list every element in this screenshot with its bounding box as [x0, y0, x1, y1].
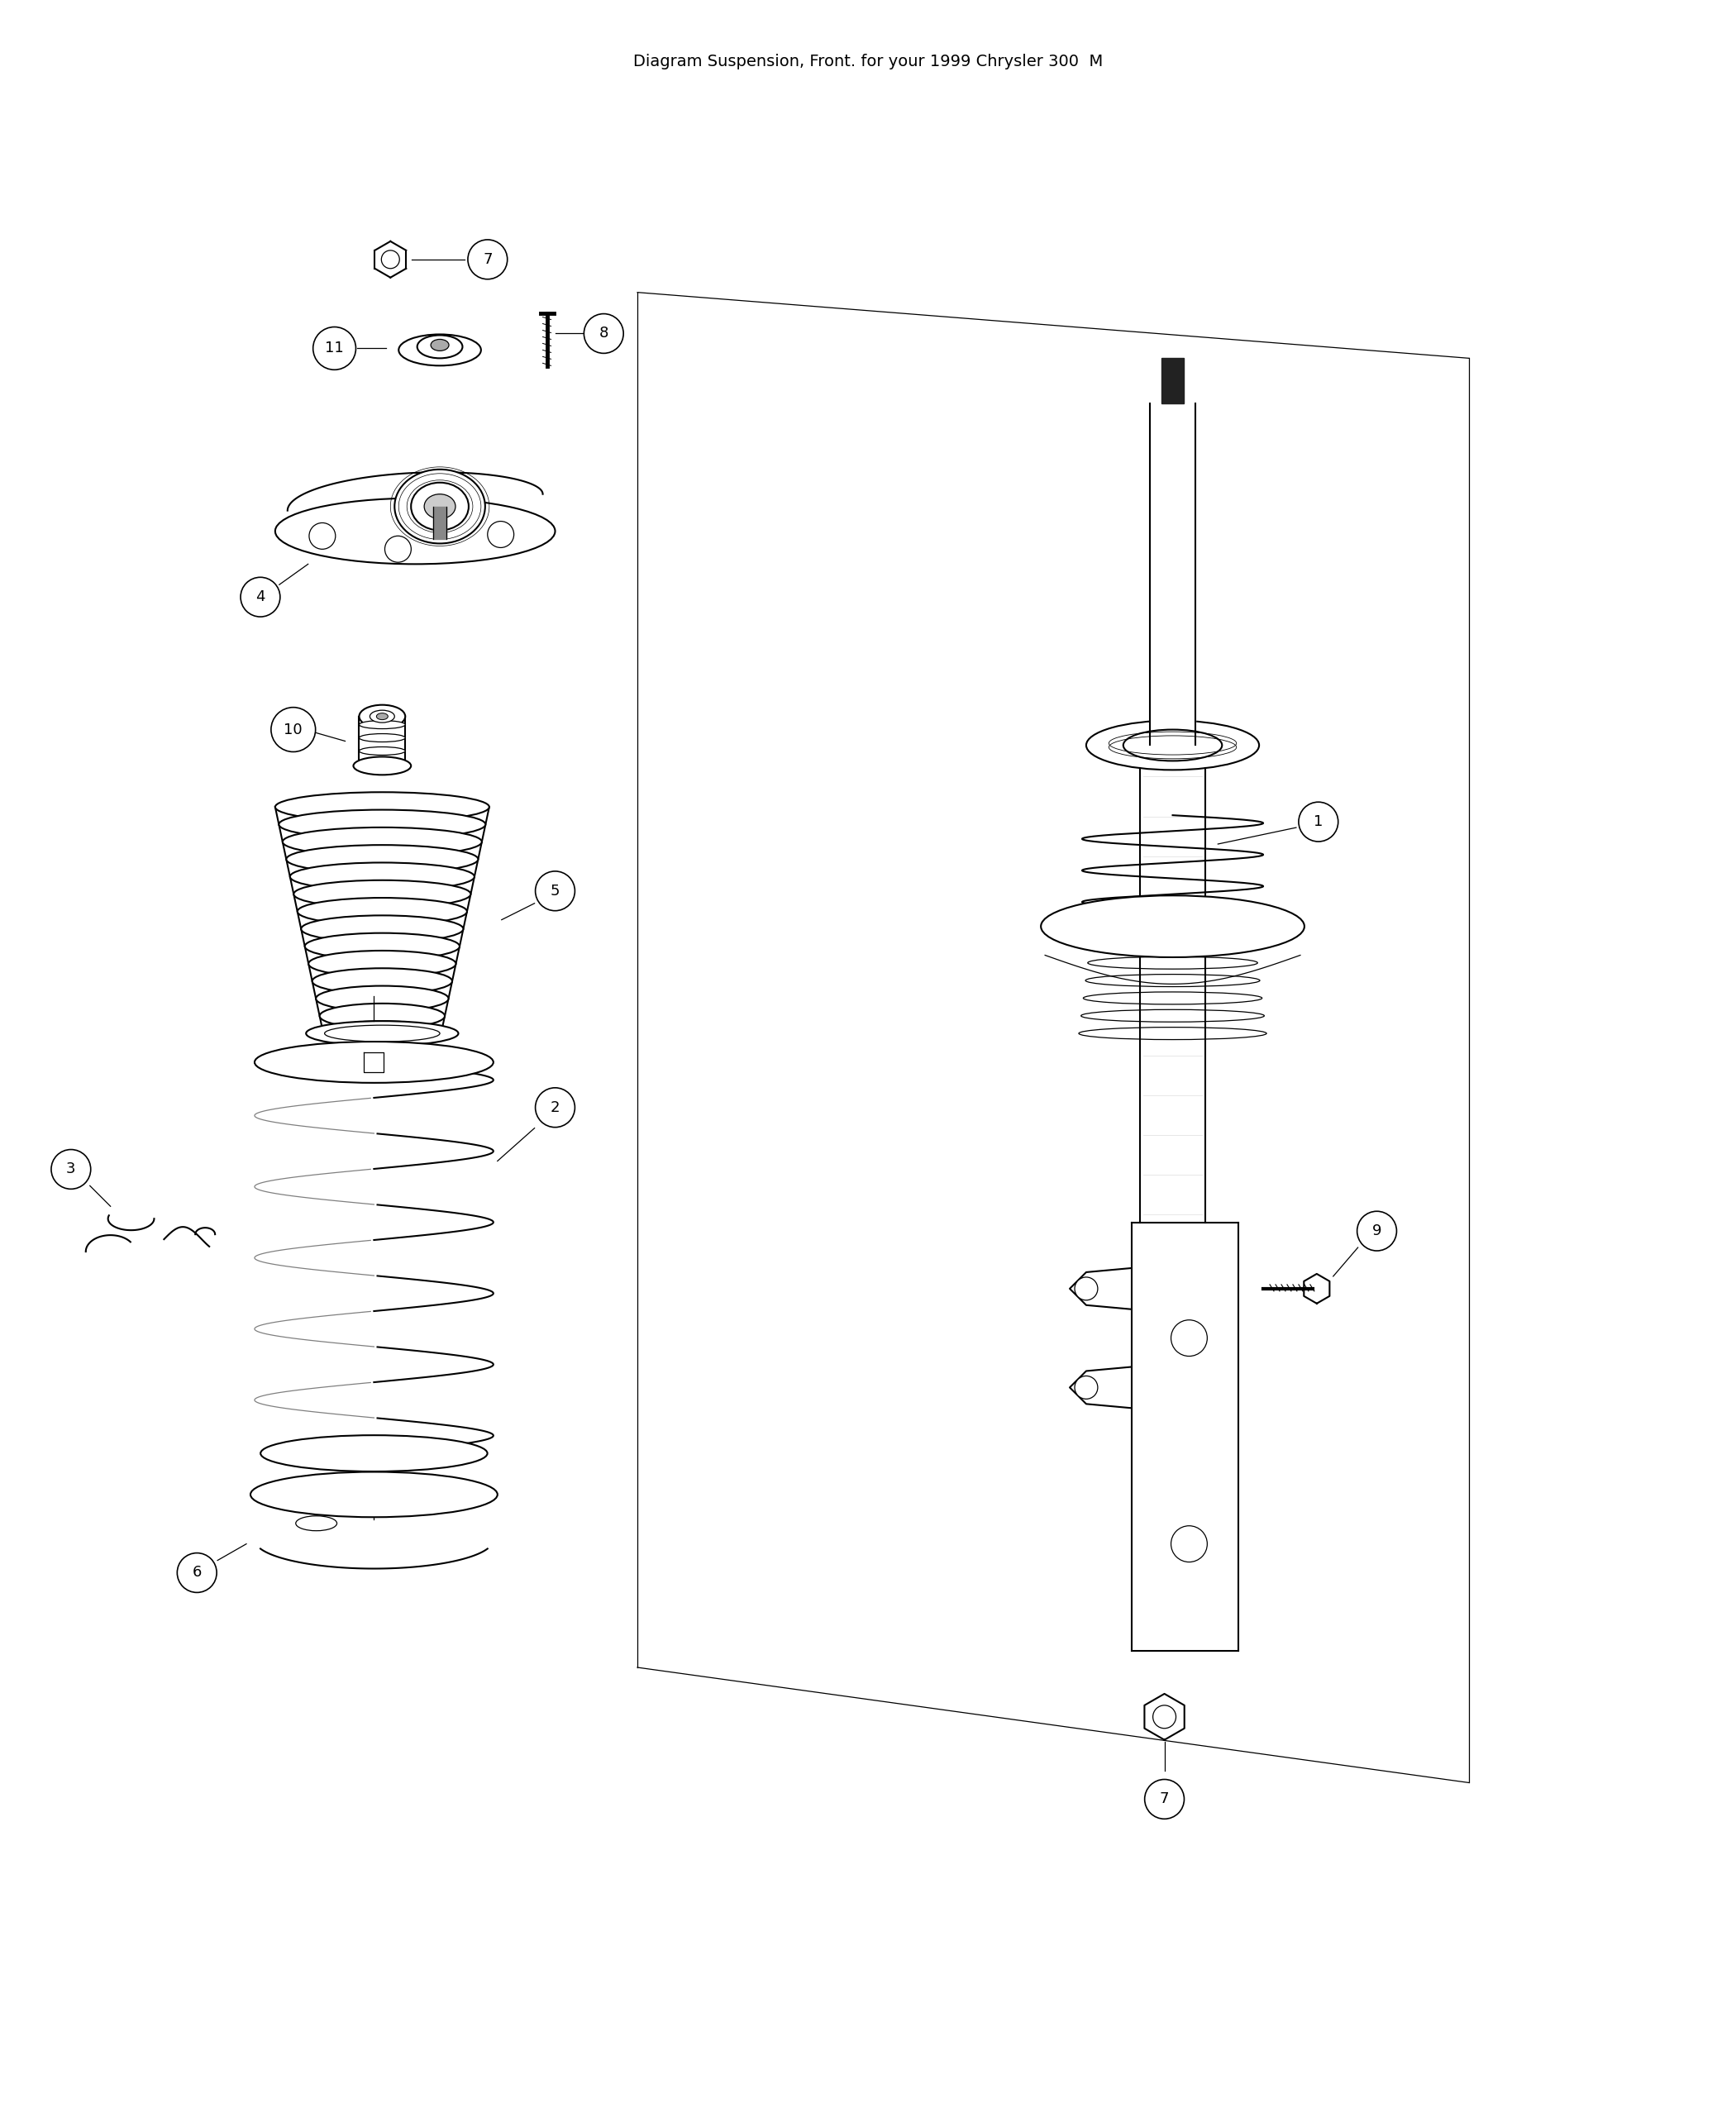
- Text: 7: 7: [1160, 1792, 1168, 1807]
- Ellipse shape: [306, 934, 460, 959]
- Ellipse shape: [1090, 938, 1255, 951]
- Ellipse shape: [1094, 904, 1252, 917]
- Ellipse shape: [323, 1020, 441, 1046]
- Text: 5: 5: [550, 883, 561, 898]
- Text: 6: 6: [193, 1566, 201, 1581]
- Circle shape: [271, 708, 316, 753]
- Circle shape: [309, 523, 335, 550]
- Text: 10: 10: [285, 723, 302, 738]
- Ellipse shape: [306, 1020, 458, 1046]
- Circle shape: [1144, 1779, 1184, 1819]
- Circle shape: [1172, 1320, 1207, 1355]
- Circle shape: [1358, 1212, 1397, 1250]
- Ellipse shape: [1087, 721, 1259, 769]
- Text: 4: 4: [255, 590, 266, 605]
- Ellipse shape: [1092, 921, 1253, 934]
- Ellipse shape: [260, 1436, 488, 1471]
- Ellipse shape: [1082, 1010, 1264, 1022]
- Circle shape: [312, 327, 356, 369]
- Ellipse shape: [297, 898, 467, 925]
- Circle shape: [1075, 1377, 1097, 1400]
- Circle shape: [50, 1149, 90, 1189]
- Text: 1: 1: [1314, 814, 1323, 828]
- Ellipse shape: [1085, 974, 1260, 987]
- Ellipse shape: [431, 339, 450, 350]
- Polygon shape: [1141, 767, 1205, 1223]
- Polygon shape: [375, 240, 406, 278]
- Ellipse shape: [283, 826, 483, 856]
- Circle shape: [1299, 801, 1338, 841]
- Circle shape: [1075, 1277, 1097, 1301]
- Circle shape: [177, 1554, 217, 1592]
- Polygon shape: [1144, 1693, 1184, 1739]
- Polygon shape: [434, 506, 446, 540]
- Polygon shape: [1149, 403, 1196, 746]
- Ellipse shape: [300, 915, 464, 942]
- Ellipse shape: [250, 1471, 498, 1518]
- Text: 3: 3: [66, 1162, 76, 1176]
- Ellipse shape: [309, 951, 457, 976]
- Circle shape: [535, 871, 575, 911]
- Ellipse shape: [286, 845, 477, 873]
- Ellipse shape: [359, 721, 404, 729]
- Ellipse shape: [377, 713, 387, 719]
- Ellipse shape: [1042, 896, 1304, 957]
- Circle shape: [1172, 1526, 1207, 1562]
- Ellipse shape: [399, 335, 481, 365]
- Polygon shape: [1304, 1273, 1330, 1303]
- Polygon shape: [1132, 1223, 1238, 1651]
- Ellipse shape: [359, 746, 404, 755]
- Circle shape: [583, 314, 623, 354]
- Ellipse shape: [411, 483, 469, 531]
- Circle shape: [488, 521, 514, 548]
- Ellipse shape: [1083, 993, 1262, 1003]
- Ellipse shape: [316, 987, 448, 1012]
- Circle shape: [241, 578, 279, 618]
- Ellipse shape: [290, 862, 474, 892]
- Ellipse shape: [370, 710, 394, 723]
- Ellipse shape: [312, 968, 451, 995]
- Ellipse shape: [394, 470, 484, 544]
- Ellipse shape: [293, 881, 470, 909]
- Circle shape: [535, 1088, 575, 1128]
- Ellipse shape: [1088, 957, 1257, 970]
- Ellipse shape: [325, 1024, 439, 1041]
- Ellipse shape: [359, 734, 404, 742]
- Ellipse shape: [354, 757, 411, 776]
- Text: 8: 8: [599, 327, 608, 341]
- Ellipse shape: [276, 793, 490, 822]
- Ellipse shape: [279, 809, 486, 839]
- Text: 2: 2: [550, 1100, 561, 1115]
- Text: Diagram Suspension, Front. for your 1999 Chrysler 300  M: Diagram Suspension, Front. for your 1999…: [634, 53, 1102, 70]
- Ellipse shape: [1123, 729, 1222, 761]
- Text: 9: 9: [1371, 1223, 1382, 1240]
- Ellipse shape: [295, 1516, 337, 1530]
- Circle shape: [385, 535, 411, 563]
- Ellipse shape: [319, 1003, 444, 1029]
- Text: 11: 11: [325, 341, 344, 356]
- Polygon shape: [365, 1052, 384, 1073]
- Polygon shape: [359, 717, 404, 765]
- Ellipse shape: [1078, 1027, 1267, 1039]
- Ellipse shape: [276, 497, 556, 565]
- Circle shape: [467, 240, 507, 278]
- Ellipse shape: [255, 1041, 493, 1084]
- Text: 7: 7: [483, 253, 493, 268]
- Ellipse shape: [417, 335, 462, 358]
- Ellipse shape: [359, 704, 404, 727]
- Ellipse shape: [424, 493, 455, 519]
- Polygon shape: [1161, 358, 1184, 403]
